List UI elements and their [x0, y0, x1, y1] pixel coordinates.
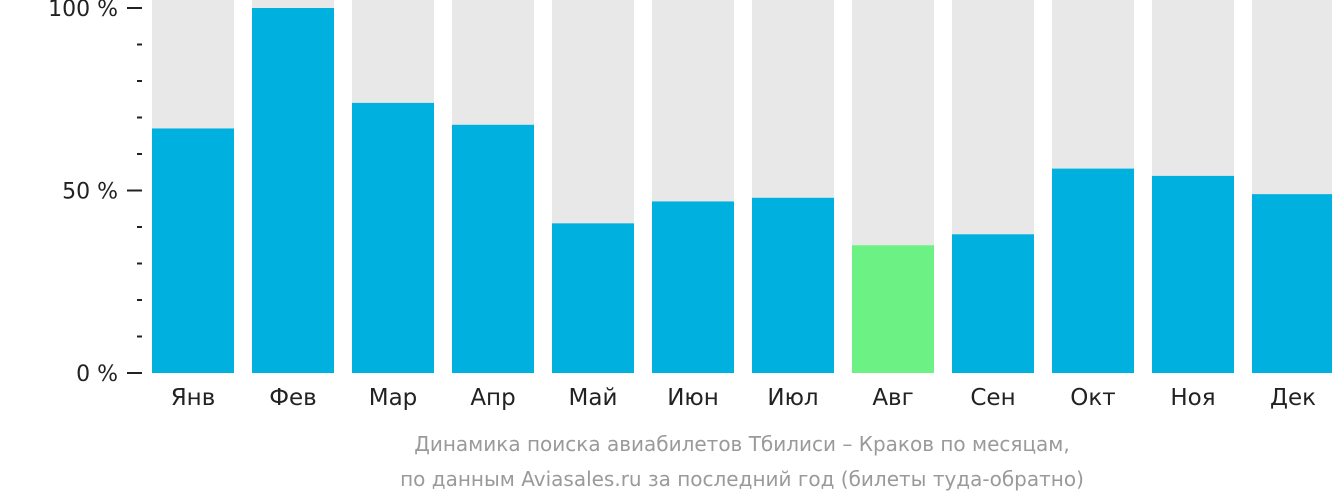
x-tick-label: Май	[569, 385, 618, 411]
bar-6	[652, 201, 734, 373]
x-tick-label: Июл	[767, 385, 818, 411]
x-tick-label: Дек	[1270, 385, 1316, 411]
x-tick-label: Окт	[1070, 385, 1115, 411]
chart-caption-line-2: по данным Aviasales.ru за последний год …	[400, 467, 1084, 491]
bar-11	[1152, 175, 1234, 373]
x-tick-label: Фев	[269, 385, 317, 411]
bar-3	[352, 102, 434, 374]
y-tick-label: 100 %	[48, 0, 118, 22]
bar-5	[552, 223, 634, 373]
bar-8	[852, 245, 934, 373]
y-tick-label: 50 %	[62, 180, 118, 205]
x-tick-label: Сен	[970, 385, 1015, 411]
bar-12	[1252, 194, 1332, 373]
x-tick-label: Апр	[470, 385, 515, 411]
chart-caption-line-1: Динамика поиска авиабилетов Тбилиси – Кр…	[414, 432, 1070, 456]
bar-4	[452, 124, 534, 373]
bar-2	[252, 8, 334, 373]
bar-7	[752, 197, 834, 373]
bar-9	[952, 234, 1034, 373]
x-tick-label: Янв	[171, 385, 216, 411]
bar-10	[1052, 168, 1134, 373]
x-tick-label: Мар	[369, 385, 418, 411]
x-tick-label: Авг	[872, 385, 913, 411]
y-tick-label: 0 %	[76, 362, 118, 387]
bar-1	[152, 128, 234, 373]
x-tick-label: Ноя	[1170, 385, 1215, 411]
x-tick-label: Июн	[667, 385, 719, 411]
